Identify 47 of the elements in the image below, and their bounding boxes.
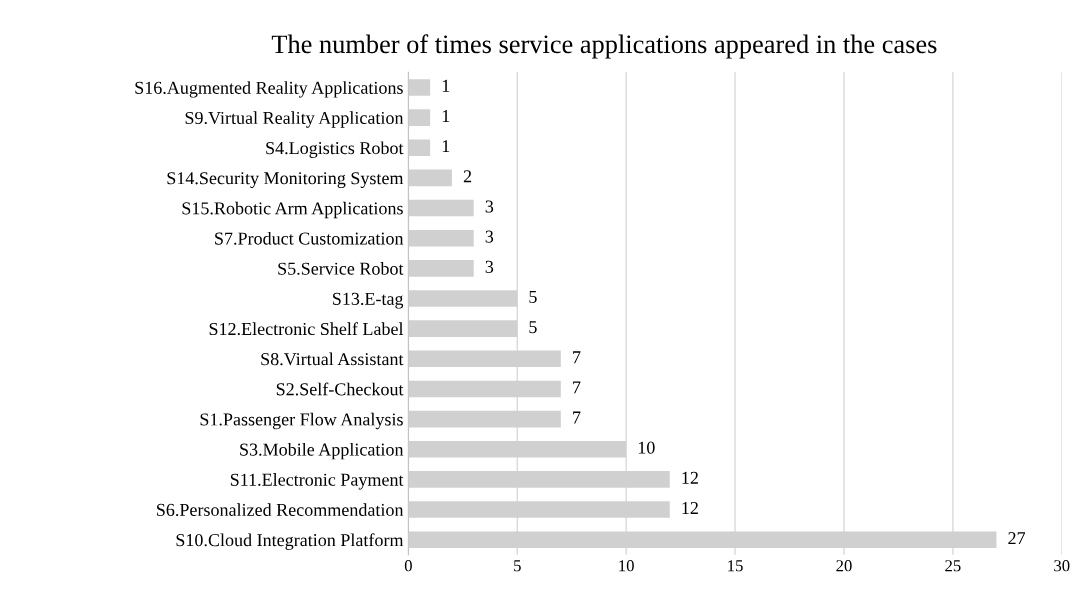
y-tick-label: S3.Mobile Application — [240, 442, 404, 460]
y-tick-label: S13.E-tag — [333, 292, 404, 309]
y-tick-label: S4.Logistics Robot — [266, 141, 404, 158]
data-label: 5 — [529, 291, 537, 303]
x-tick-label: 20 — [836, 560, 852, 572]
bar — [408, 79, 431, 96]
data-label: 3 — [485, 260, 494, 273]
bar — [408, 260, 474, 277]
data-label: 1 — [442, 110, 450, 122]
bar — [408, 109, 431, 126]
data-label: 7 — [573, 411, 581, 424]
y-tick-label: S15.Robotic Arm Applications — [182, 201, 403, 219]
y-tick-label: S2.Self-Checkout — [276, 382, 404, 396]
bar — [408, 229, 474, 247]
x-tick-label: 30 — [1054, 560, 1070, 572]
x-tick-label: 15 — [728, 560, 743, 572]
data-label: 3 — [485, 230, 494, 243]
bar — [408, 139, 431, 157]
data-label: 27 — [1008, 532, 1026, 545]
y-tick-label: S7.Product Customization — [215, 231, 404, 245]
data-label: 12 — [682, 501, 698, 514]
y-tick-label: S10.Cloud Integration Platform — [176, 533, 404, 550]
data-label: 12 — [682, 471, 698, 484]
y-tick-label: S16.Augmented Reality Applications — [135, 81, 403, 98]
data-label: 2 — [463, 170, 472, 183]
data-label: 7 — [573, 381, 581, 394]
y-tick-label: S11.Electronic Payment — [230, 473, 404, 490]
y-tick-label: S5.Service Robot — [278, 262, 404, 275]
data-label: 1 — [442, 140, 450, 153]
x-tick-label: 10 — [619, 560, 634, 572]
y-tick-label: S1.Passenger Flow Analysis — [200, 412, 403, 430]
y-tick-label: S12.Electronic Shelf Label — [209, 322, 404, 336]
chart-title: The number of times service applications appeared in the cases — [271, 34, 937, 59]
y-tick-label: S9.Virtual Reality Application — [185, 111, 404, 128]
bar — [408, 199, 474, 217]
x-tick-label: 0 — [404, 560, 412, 572]
bar — [408, 169, 452, 187]
data-label: 7 — [573, 351, 581, 364]
x-tick-label: 25 — [945, 560, 961, 572]
data-label: 1 — [442, 79, 450, 92]
y-tick-label: S6.Personalized Recommendation — [157, 503, 404, 517]
data-label: 10 — [638, 441, 655, 454]
y-tick-label: S8.Virtual Assistant — [261, 352, 404, 366]
y-tick-label: S14.Security Monitoring System — [167, 172, 404, 189]
data-label: 3 — [485, 200, 494, 213]
x-tick-label: 5 — [514, 560, 521, 572]
data-label: 5 — [529, 321, 537, 334]
